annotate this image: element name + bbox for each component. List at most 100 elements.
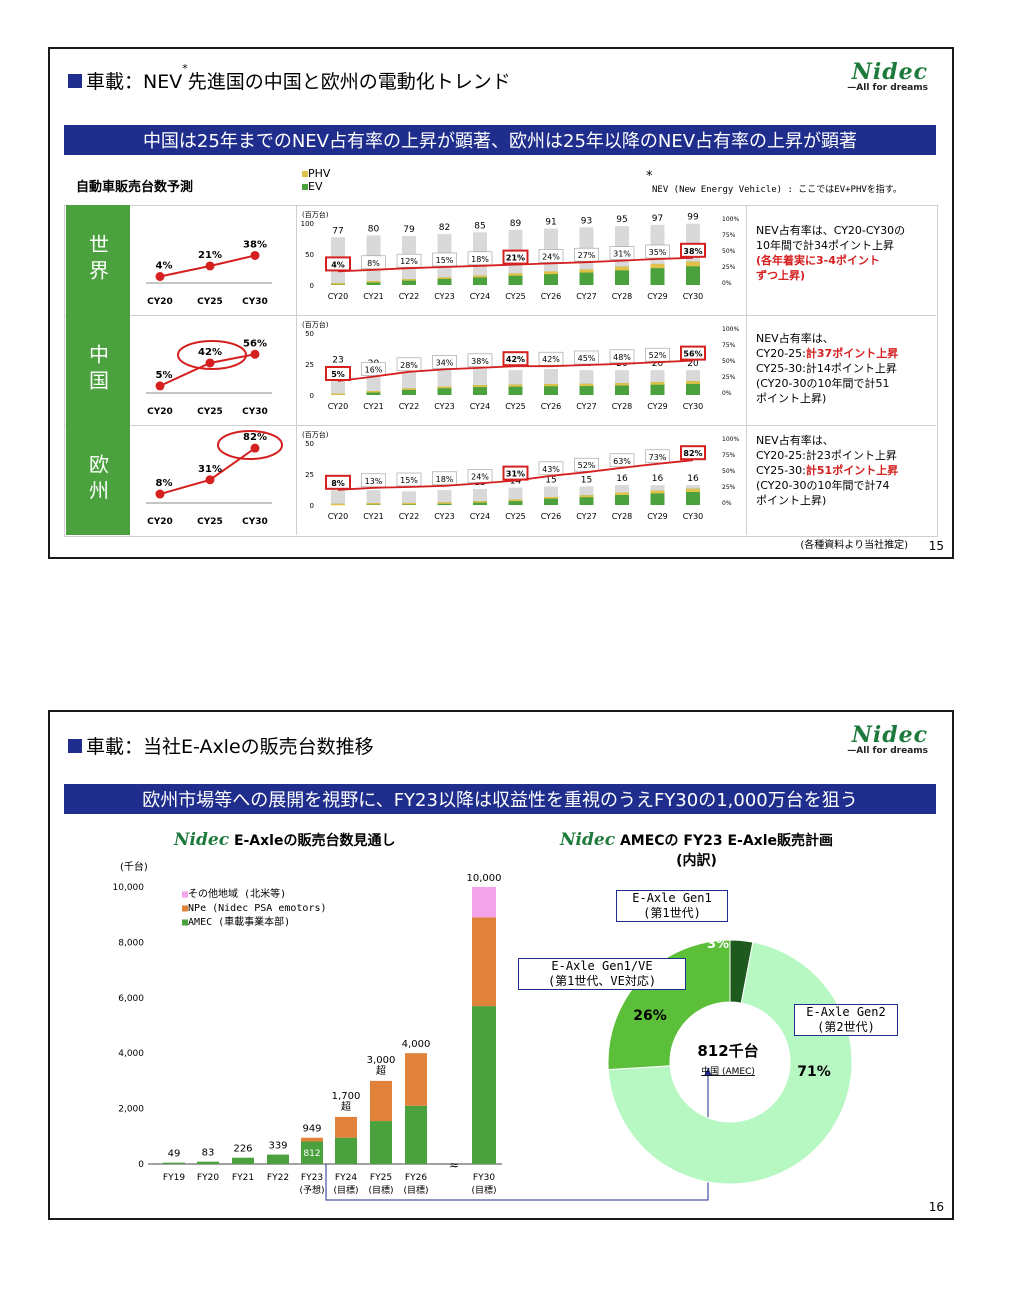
note-line: ポイント上昇) [756, 392, 827, 405]
note-line-red: 計37ポイント上昇 [805, 347, 899, 360]
share-label: 52% [578, 461, 596, 470]
x-tick-label: CY21 [363, 292, 384, 301]
total-bar [331, 490, 345, 505]
ev-bar [402, 388, 416, 395]
donut-center-value: 812千台 [697, 1042, 758, 1060]
stacked-bar-segment [335, 1116, 357, 1138]
share-label: 12% [400, 257, 418, 266]
share-box [609, 453, 635, 468]
phv-bar [331, 393, 345, 396]
mini-year-label: CY25 [197, 297, 223, 307]
share-trend-line [337, 359, 694, 382]
note-line: ポイント上昇) [756, 494, 827, 507]
mini-year-label: CY30 [242, 517, 268, 527]
phv-bar [437, 277, 452, 279]
phv-bar [402, 279, 416, 281]
stacked-bar-segment [267, 1154, 289, 1164]
share-label: 38% [471, 357, 489, 366]
bar-total-label: 339 [268, 1141, 287, 1152]
left-heading: Nidec E-Axleの販売台数見通し [174, 830, 395, 850]
x-tick-label: CY25 [505, 402, 526, 411]
row-divider [64, 315, 936, 316]
phv-bar [366, 281, 381, 283]
share-label: 48% [613, 353, 631, 362]
phv-bar [686, 261, 700, 267]
stacked-bar-segment [370, 1121, 392, 1164]
heading-logo: Nidec [560, 830, 616, 850]
ev-bar [437, 386, 452, 395]
section-label: 自動車販売台数予測 [76, 180, 194, 195]
x-tick-label: CY27 [576, 402, 597, 411]
x-tick-label: CY24 [470, 292, 491, 301]
e-axle-charts: (千台) 10,000 8,000 6,000 4,000 2,000 0 49 FY19 83 F… [113, 860, 853, 1201]
right-tick-label: 75% [722, 452, 736, 459]
ev-bar [544, 497, 558, 505]
slide-title: 車載：当社E-Axleの販売台数推移 [68, 732, 374, 759]
x-tick-label: CY26 [541, 512, 562, 521]
stacked-bar-segment [301, 1141, 323, 1164]
heading-text: (内訳) [676, 853, 717, 869]
x-tick-label: CY24 [470, 402, 491, 411]
bar-over-label: 超 [376, 1064, 386, 1077]
stacked-bar-segment [163, 1162, 185, 1164]
headline-banner: 欧州市場等への展開を視野に、FY23以降は収益性を重視のうえFY30の1,000… [64, 784, 936, 814]
share-box [574, 457, 599, 472]
ev-bar [366, 281, 381, 285]
x-tick-label: CY29 [647, 292, 668, 301]
ev-bar [473, 385, 487, 395]
phv-bar [508, 499, 523, 502]
bar-over-label: 超 [341, 1100, 351, 1113]
y-tick-label: 4,000 [118, 1049, 144, 1059]
axis-break-icon: ≈ [449, 1158, 459, 1172]
right-tick-label: 0% [722, 280, 732, 287]
mini-value-label: 56% [243, 338, 267, 349]
phv-bar [650, 263, 665, 269]
share-box [396, 357, 422, 372]
mini-year-label: CY30 [242, 297, 268, 307]
right-tick-label: 25% [722, 484, 736, 491]
share-box [574, 350, 599, 365]
highlight-ellipse [217, 430, 283, 460]
total-value-label: 20 [687, 359, 699, 369]
share-box [645, 347, 670, 362]
share-box [396, 253, 422, 268]
mini-year-label: CY25 [197, 407, 223, 417]
heading-logo: Nidec [174, 830, 230, 850]
x-tick-label: CY25 [505, 292, 526, 301]
stacked-bar-segment [405, 1053, 427, 1106]
x-tick-label: CY26 [541, 292, 562, 301]
right-tick-label: 100% [722, 216, 739, 223]
phv-bar [615, 383, 629, 386]
share-box [680, 242, 706, 258]
total-bar [473, 488, 487, 505]
right-tick-label: 50% [722, 248, 736, 255]
share-label: 38% [683, 247, 702, 256]
ev-bar [579, 495, 594, 505]
x-tick-label: CY30 [683, 512, 704, 521]
share-label: 56% [683, 350, 702, 359]
sales-forecast-charts: 4%CY2021%CY2538%CY30(百万台)100500100%75%50… [146, 210, 739, 527]
stacked-bar-segment [301, 1137, 323, 1142]
donut-slice [607, 939, 731, 1071]
phv-bar [437, 502, 452, 504]
share-trend-line [337, 459, 694, 491]
label-line: E-Axle Gen1 [632, 891, 712, 905]
unit-label: (千台) [120, 860, 148, 873]
stacked-bar-segment [472, 1006, 496, 1164]
y-tick-label: 50 [305, 251, 314, 259]
ev-bar [686, 261, 700, 285]
source-note: (各種資料より当社推定) [800, 540, 908, 551]
mini-year-label: CY30 [242, 407, 268, 417]
mini-value-label: 21% [198, 250, 222, 261]
donut-slice [607, 941, 853, 1185]
logo-tagline: —All for dreams [847, 83, 928, 93]
slide-title: 車載：NEV * 先進国の中国と欧州の電動化トレンド [68, 62, 511, 94]
title-prefix: 車載：NEV [86, 71, 183, 93]
stacked-bar-segment [335, 1137, 357, 1164]
phv-bar [544, 384, 558, 387]
pct-label-gen2: 71% [797, 1064, 831, 1080]
mini-point [205, 261, 215, 271]
total-value-label: 85 [474, 221, 485, 231]
mini-point [205, 358, 215, 368]
headline-banner: 中国は25年までのNEV占有率の上昇が顕著、欧州は25年以降のNEV占有率の上昇… [64, 125, 936, 155]
